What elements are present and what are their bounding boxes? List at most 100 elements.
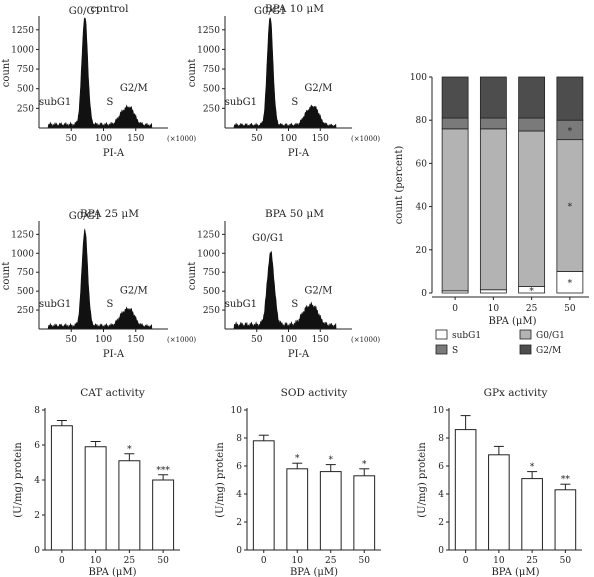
stacked-bar-g0g1-25 [518, 130, 546, 287]
histogram-area [231, 250, 343, 330]
x-tick-label: 50 [564, 304, 576, 314]
y-tick-label: 2 [236, 518, 242, 528]
x-tick-label: 10 [488, 304, 500, 314]
legend-swatch-g0g1 [519, 329, 532, 340]
enzyme-chart-cat: 0 10 * 25 *** 50 0 2 4 6 8 CAT activity BPA (μM) (U/m… [13, 387, 180, 577]
y-tick-label: 0 [438, 546, 444, 556]
y-tick-label: 2 [438, 518, 444, 528]
y-axis-label: (U/mg) protein [215, 442, 226, 518]
phase-label-subg1: subG1 [225, 97, 257, 108]
x-axis-label: PI-A [288, 148, 310, 159]
x-tick-label: 150 [312, 335, 329, 345]
y-tick-label: 500 [17, 287, 34, 297]
x-tick-label: 0 [261, 556, 267, 566]
stacked-bar-g0g1-0 [441, 128, 469, 292]
bar-50 [152, 479, 175, 551]
x-tick-label: 25 [526, 304, 538, 314]
panel-title: BPA 25 μM [80, 208, 139, 220]
y-tick-label: 40 [416, 203, 428, 213]
x-axis-label: BPA (μM) [88, 567, 136, 577]
y-tick-label: 8 [34, 406, 40, 416]
y-tick-label: 1000 [197, 45, 220, 55]
y-tick-label: 8 [438, 434, 444, 444]
significance-marker: ** [561, 475, 571, 485]
histogram-area [45, 228, 159, 330]
y-tick-label: 500 [203, 85, 220, 95]
y-axis-label: count [1, 59, 12, 88]
bar-0 [454, 429, 477, 551]
y-tick-label: 100 [410, 73, 427, 83]
phase-label-g2m: G2/M [120, 83, 148, 94]
panel-title: BPA 50 μM [265, 208, 324, 220]
significance-marker: * [362, 460, 367, 470]
stacked-bar-s-10 [479, 117, 507, 130]
x-tick-label: 100 [280, 134, 297, 144]
y-tick-label: 80 [416, 116, 428, 126]
y-tick-label: 6 [236, 462, 242, 472]
histogram-area [45, 17, 159, 129]
legend-swatch-s [435, 344, 448, 355]
bar-25 [319, 471, 342, 551]
y-tick-label: 750 [203, 268, 220, 278]
x-tick-label: 100 [95, 335, 112, 345]
histogram-panel-2: 250 500 750 1000 1250 50 100 150 (×1000) BPA 10 μ… [187, 3, 380, 159]
y-tick-label: 1250 [197, 26, 220, 36]
phase-label-g2m: G2/M [304, 83, 332, 94]
x-unit-note: (×1000) [167, 135, 196, 143]
phase-label-subg1: subG1 [39, 97, 71, 108]
legend-label-g0g1: G0/G1 [536, 331, 565, 341]
phase-label-g2m: G2/M [304, 285, 332, 296]
y-axis-label: count [187, 262, 198, 291]
significance-marker: * [568, 279, 573, 289]
x-axis-label: BPA (μM) [491, 567, 539, 577]
x-tick-label: 50 [157, 556, 169, 566]
cell-cycle-stacked-chart: 0 10 * 25 * * * 50 0 20 40 60 80 100 count (percent) BP… [394, 73, 589, 356]
stacked-bar-s-0 [441, 117, 469, 130]
x-tick-label: 10 [90, 556, 102, 566]
chart-title: GPx activity [484, 387, 548, 399]
x-tick-label: 50 [359, 556, 371, 566]
enzyme-chart-sod: 0 * 10 * 25 * 50 0 2 4 6 8 10 SOD activity BPA (μM) (U/… [215, 387, 381, 577]
histogram-panel-4: 250 500 750 1000 1250 50 100 150 (×1000) BPA 50 μ… [187, 208, 380, 360]
stacked-bar-g0g1-10 [479, 128, 507, 291]
y-axis-label: (U/mg) protein [13, 442, 24, 518]
x-tick-label: 150 [312, 134, 329, 144]
y-tick-label: 500 [203, 287, 220, 297]
phase-label-subg1: subG1 [39, 299, 71, 310]
y-tick-label: 1000 [197, 249, 220, 259]
x-tick-label: 100 [280, 335, 297, 345]
y-tick-label: 250 [17, 306, 34, 316]
legend-swatch-subg1 [435, 329, 448, 340]
bar-25 [521, 478, 543, 551]
x-tick-label: 25 [325, 556, 337, 566]
phase-label-s: S [291, 299, 298, 310]
x-unit-note: (×1000) [167, 336, 196, 344]
significance-marker: * [530, 463, 535, 473]
histogram-panel-1: 250 500 750 1000 1250 50 100 150 (×1000) control P… [1, 3, 196, 159]
stacked-bar-g2m-25 [518, 76, 546, 119]
phase-label-g0g1: G0/G1 [69, 6, 101, 17]
significance-marker: * [329, 456, 334, 466]
legend-label-g2m: G2/M [536, 346, 561, 356]
y-tick-label: 10 [231, 406, 243, 416]
legend-swatch-g2m [519, 344, 532, 355]
phase-label-subg1: subG1 [225, 299, 257, 310]
y-axis-label: count [1, 262, 12, 291]
x-tick-label: 50 [251, 134, 263, 144]
x-axis-label: BPA (μM) [290, 567, 338, 577]
significance-marker: *** [156, 466, 170, 476]
x-tick-label: 100 [95, 134, 112, 144]
x-tick-label: 0 [452, 304, 458, 314]
histogram-panel-3: 250 500 750 1000 1250 50 100 150 (×1000) BPA 25 μ… [1, 208, 196, 360]
y-tick-label: 250 [17, 104, 34, 114]
y-tick-label: 1000 [11, 249, 34, 259]
x-unit-note: (×1000) [351, 135, 380, 143]
x-axis-label: PI-A [103, 148, 125, 159]
x-tick-label: 0 [463, 556, 469, 566]
x-tick-label: 10 [493, 556, 505, 566]
significance-marker: * [127, 445, 132, 455]
histogram-area [231, 17, 343, 129]
x-tick-label: 10 [292, 556, 304, 566]
y-tick-label: 6 [438, 462, 444, 472]
